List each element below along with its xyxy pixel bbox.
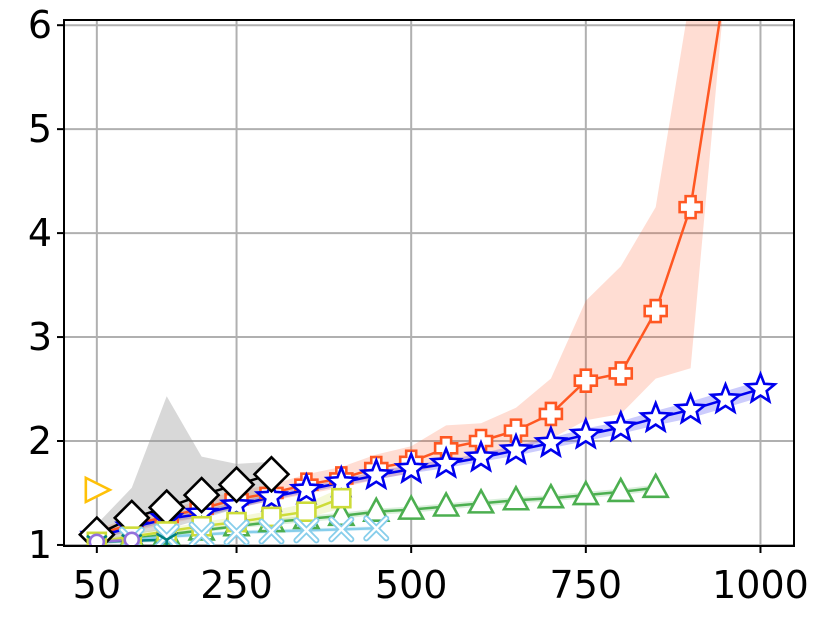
x-tick-label: 1000 <box>712 563 809 607</box>
y-tick-label: 3 <box>28 315 52 359</box>
x-tick-label: 250 <box>200 563 273 607</box>
star-marker <box>533 424 569 459</box>
square-marker <box>296 501 317 522</box>
triangle-marker <box>501 484 531 511</box>
x-marker-inner <box>155 525 178 546</box>
star-marker <box>393 450 429 485</box>
star-marker <box>568 416 604 450</box>
star-marker <box>672 391 709 425</box>
x-marker-inner <box>295 519 318 542</box>
plus-marker <box>503 418 529 443</box>
star-marker <box>637 399 674 434</box>
series-markers-group <box>84 475 113 504</box>
plot-frame <box>63 19 795 547</box>
y-tick-label: 6 <box>28 3 52 47</box>
x-marker-inner <box>190 523 213 546</box>
triangle-marker <box>571 479 601 506</box>
y-tick-label: 4 <box>28 211 52 255</box>
star-marker <box>498 431 534 466</box>
series-markers <box>77 194 779 546</box>
square-marker <box>261 506 282 528</box>
x-tick-label: 750 <box>550 563 623 607</box>
triangle-marker <box>396 493 426 520</box>
triangle-marker <box>641 472 670 499</box>
star-marker <box>707 380 744 415</box>
triangle-marker <box>362 495 391 522</box>
square-marker <box>331 487 352 509</box>
diamond-marker <box>217 465 256 504</box>
star-marker <box>428 445 464 479</box>
x-marker-inner <box>330 518 353 541</box>
star-marker <box>358 456 394 491</box>
diamond-marker <box>252 455 291 494</box>
x-marker-inner <box>225 521 248 544</box>
diamond-marker <box>182 476 221 514</box>
star-marker <box>603 408 639 443</box>
plus-marker <box>608 361 634 386</box>
plus-marker <box>573 368 599 394</box>
y-tick-label: 2 <box>28 419 52 463</box>
axis-ticks: 50 250 500 750 1000 1 2 3 4 5 6 <box>28 3 809 607</box>
circle-marker <box>88 533 106 546</box>
triangle-marker <box>466 487 496 514</box>
x-tick-label: 500 <box>375 563 448 607</box>
x-tick-label: 50 <box>73 563 121 607</box>
star-marker <box>253 478 290 513</box>
triangle-marker <box>431 490 461 517</box>
star-marker <box>288 471 325 505</box>
triangle-marker <box>536 482 566 509</box>
triangle-right-marker <box>84 475 113 504</box>
star-marker <box>742 370 779 405</box>
y-tick-label: 5 <box>28 107 52 151</box>
plus-marker <box>643 298 668 324</box>
triangle-marker <box>606 476 635 503</box>
confidence-band <box>96 20 723 540</box>
y-tick-label: 1 <box>28 523 52 567</box>
grid <box>64 20 794 546</box>
x-marker-inner <box>365 517 388 540</box>
series-markers-group <box>88 531 141 546</box>
series-markers-group <box>118 515 390 546</box>
plus-marker <box>678 194 703 220</box>
circle-marker <box>123 531 141 546</box>
x-marker-inner <box>260 520 283 543</box>
star-marker <box>463 439 499 473</box>
plus-marker <box>538 401 564 427</box>
